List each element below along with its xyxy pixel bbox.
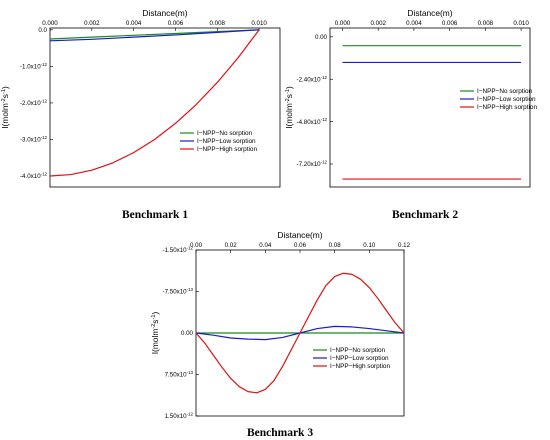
legend-label: I−NPP−High sorption xyxy=(330,363,390,370)
x-tick-label: 0.06 xyxy=(294,242,307,249)
legend-label: I−NPP−Low sorption xyxy=(330,355,389,362)
y-tick-label: -4.0x10-12 xyxy=(20,172,48,181)
series-line-1 xyxy=(49,29,260,40)
legend-label: I−NPP−High sorption xyxy=(197,146,257,153)
legend-label: I−NPP−No sorption xyxy=(330,347,386,354)
x-tick-label: 0.00 xyxy=(190,242,203,249)
series-line-2 xyxy=(49,29,260,42)
x-tick-label: 0.008 xyxy=(210,20,226,27)
x-tick-label: 0.008 xyxy=(478,20,494,27)
y-tick-label: -1.0x10-12 xyxy=(20,62,48,71)
y-tick-label: -2.0x10-12 xyxy=(20,99,48,108)
y-tick-label: 1.50x10-12 xyxy=(165,412,194,421)
x-tick-label: 0.004 xyxy=(406,20,422,27)
y-tick-label: 0.00 xyxy=(181,330,194,337)
x-tick-label: 0.010 xyxy=(513,20,529,27)
panel-caption: Benchmark 2 xyxy=(392,209,458,221)
x-tick-label: 0.10 xyxy=(363,242,376,249)
panel-caption: Benchmark 1 xyxy=(122,209,188,221)
x-tick-label: 0.000 xyxy=(42,20,58,27)
x-tick-label: 0.002 xyxy=(370,20,386,27)
panel-caption: Benchmark 3 xyxy=(247,427,313,439)
x-tick-label: 0.006 xyxy=(168,20,184,27)
series-line-3 xyxy=(49,29,260,177)
legend-label: I−NPP−High sorption xyxy=(477,104,537,111)
x-tick-label: 0.12 xyxy=(398,242,411,249)
x-tick-label: 0.000 xyxy=(335,20,351,27)
x-axis-title: Distance(m) xyxy=(142,8,187,18)
y-tick-label: -2.40x10-12 xyxy=(297,75,328,84)
legend-label: I−NPP−Low sorption xyxy=(197,138,256,145)
series-line-3 xyxy=(195,272,405,394)
x-axis-title: Distance(m) xyxy=(277,230,322,240)
y-tick-label: -7.50x10-13 xyxy=(163,287,194,296)
y-axis-title: I(molm-2s-1) xyxy=(284,86,294,129)
x-tick-label: 0.002 xyxy=(84,20,100,27)
x-tick-label: 0.006 xyxy=(442,20,458,27)
y-tick-label: 0.00 xyxy=(315,34,328,41)
x-tick-label: 0.04 xyxy=(259,242,272,249)
plot-frame xyxy=(49,27,281,188)
x-tick-label: 0.004 xyxy=(126,20,142,27)
plot-frame xyxy=(329,27,531,188)
y-tick-label: -4.80x10-12 xyxy=(297,117,328,126)
x-tick-label: 0.010 xyxy=(251,20,267,27)
y-tick-label: -1.50x10-12 xyxy=(163,246,194,255)
chart-panel-1: 0.000 0.002 0.004 0.006 0.008 0.010 Distance(m… xyxy=(0,8,281,221)
chart-panel-3: 0.00 0.02 0.04 0.06 0.08 0.10 0.12 Distance(m) -… xyxy=(150,230,411,439)
y-tick-label: 7.50x10-13 xyxy=(165,370,194,379)
legend-label: I−NPP−No sorption xyxy=(477,88,533,95)
chart-panel-2: 0.000 0.002 0.004 0.006 0.008 0.010 Distance(m… xyxy=(284,8,537,221)
y-axis-title: I(molm-2s-1) xyxy=(0,86,10,129)
y-axis-title: I(molm-2s-1) xyxy=(150,312,160,355)
y-tick-label: 0.0 xyxy=(38,27,47,34)
legend-label: I−NPP−No sorption xyxy=(197,130,253,137)
y-tick-label: -3.0x10-12 xyxy=(20,135,48,144)
x-tick-label: 0.08 xyxy=(329,242,342,249)
x-axis-title: Distance(m) xyxy=(407,8,452,18)
y-tick-label: -7.20x10-12 xyxy=(297,160,328,169)
x-tick-label: 0.02 xyxy=(225,242,238,249)
legend-label: I−NPP−Low sorption xyxy=(477,96,536,103)
